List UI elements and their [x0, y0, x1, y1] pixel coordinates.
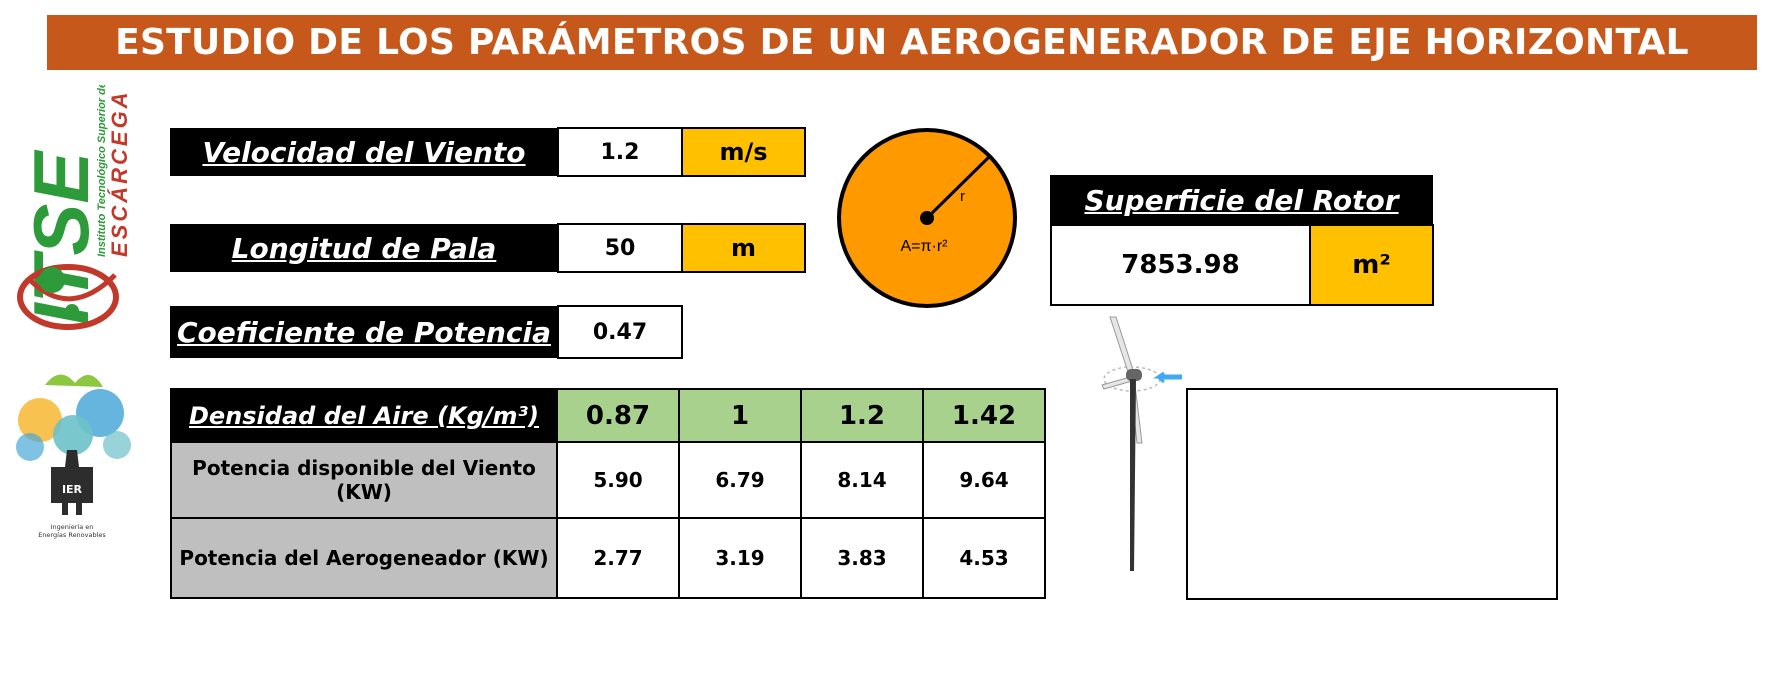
table-cell: 9.64 [922, 441, 1046, 519]
table-cell: 6.79 [678, 441, 802, 519]
rotor-surface-unit: m² [1309, 224, 1434, 306]
density-value: 1.2 [800, 388, 924, 443]
empty-panel [1186, 388, 1558, 600]
table-cell: 3.19 [678, 517, 802, 599]
table-cell: 2.77 [556, 517, 680, 599]
ier-logo: IER Ingeniería en Energías Renovables [5, 365, 140, 540]
blade-length-value[interactable]: 50 [557, 223, 683, 273]
blade-length-label: Longitud de Pala [170, 224, 558, 272]
rotor-area-circle: r A=π·r² [837, 128, 1017, 308]
row-label: Potencia disponible del Viento (KW) [170, 441, 558, 519]
power-coef-value[interactable]: 0.47 [557, 305, 683, 359]
row-label: Potencia del Aerogeneador (KW) [170, 517, 558, 599]
density-value: 1.42 [922, 388, 1046, 443]
density-header-row: Densidad del Aire (Kg/m³) 0.87 1 1.2 1.4… [170, 388, 1046, 443]
radius-label: r [960, 188, 965, 205]
itse-logo-city: ESCÁRCEGA [107, 89, 130, 257]
wind-turbine-image [1090, 315, 1190, 577]
itse-logo-sub: Instituto Tecnológico Superior de [96, 85, 108, 257]
table-row: Potencia disponible del Viento (KW) 5.90… [170, 441, 1046, 519]
table-cell: 5.90 [556, 441, 680, 519]
table-cell: 8.14 [800, 441, 924, 519]
power-coef-label: Coeficiente de Potencia [170, 306, 558, 358]
itse-logo-graphic: ITSE Instituto Tecnológico Superior de E… [17, 82, 132, 330]
table-row: Potencia del Aerogeneador (KW) 2.77 3.19… [170, 517, 1046, 599]
wind-speed-unit: m/s [681, 127, 806, 177]
power-table: Densidad del Aire (Kg/m³) 0.87 1 1.2 1.4… [170, 388, 1046, 599]
page-title: ESTUDIO DE LOS PARÁMETROS DE UN AEROGENE… [47, 15, 1757, 70]
density-header-label: Densidad del Aire (Kg/m³) [170, 388, 558, 443]
wind-speed-value[interactable]: 1.2 [557, 127, 683, 177]
wind-speed-label: Velocidad del Viento [170, 128, 558, 176]
itse-logo: ITSE Instituto Tecnológico Superior de E… [10, 82, 132, 340]
density-value: 0.87 [556, 388, 680, 443]
ier-logo-line2: Energías Renovables [38, 531, 106, 539]
ier-logo-line1: Ingeniería en [51, 523, 94, 531]
table-cell: 3.83 [800, 517, 924, 599]
blade-length-unit: m [681, 223, 806, 273]
table-cell: 4.53 [922, 517, 1046, 599]
rotor-surface-value: 7853.98 [1050, 224, 1311, 306]
area-formula: A=π·r² [900, 238, 948, 255]
density-value: 1 [678, 388, 802, 443]
rotor-area-diagram: r A=π·r² [832, 123, 1022, 313]
wind-turbine-graphic [1101, 316, 1182, 571]
ier-logo-graphic: IER Ingeniería en Energías Renovables [16, 374, 131, 539]
ier-logo-abbr: IER [62, 483, 83, 496]
rotor-surface-label: Superficie del Rotor [1050, 175, 1433, 225]
